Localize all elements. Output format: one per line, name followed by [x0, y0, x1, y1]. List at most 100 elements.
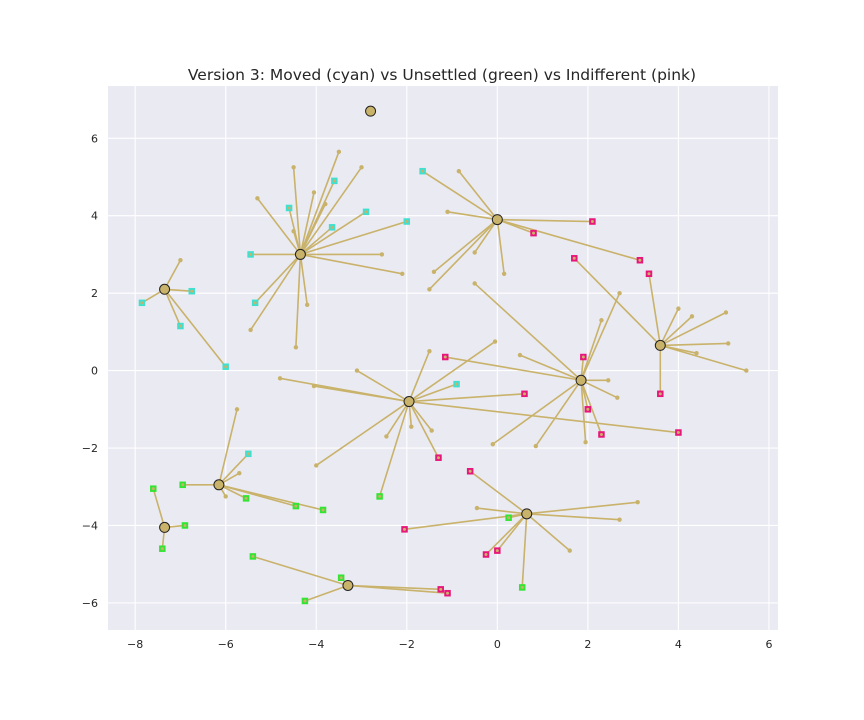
point-dot — [151, 487, 155, 491]
leaf-point — [676, 306, 681, 311]
point-dot — [572, 256, 576, 260]
leaf-point — [248, 327, 253, 333]
leaf-point — [384, 434, 389, 439]
leaf-point — [379, 252, 385, 257]
edge-line — [385, 401, 410, 437]
centers — [159, 105, 666, 591]
edge-line — [474, 282, 582, 381]
y-tick-label: −2 — [82, 442, 98, 455]
edge-line — [163, 259, 182, 290]
y-tick-label: −4 — [82, 519, 98, 532]
edge-line — [300, 220, 408, 256]
edge-line — [476, 507, 527, 515]
leaf-point — [223, 494, 228, 499]
leaf-point — [431, 269, 437, 275]
leaf-point — [291, 228, 296, 234]
leaf-point — [237, 470, 242, 476]
edge-line — [660, 344, 747, 372]
leaf-point — [490, 441, 495, 447]
edge-line — [300, 253, 403, 275]
point-dot — [495, 549, 499, 553]
edge-line — [659, 308, 680, 346]
leaf-point — [311, 190, 317, 195]
leaf-point — [723, 310, 729, 315]
leaf-point — [567, 548, 572, 553]
leaf-point — [429, 428, 434, 433]
edge-line — [469, 470, 528, 515]
cluster-center — [491, 214, 503, 226]
point-dot — [590, 220, 594, 224]
point-dot — [190, 289, 194, 293]
edge-line — [526, 501, 638, 515]
point-dot — [439, 587, 443, 591]
cluster-center — [365, 105, 377, 117]
edge-line — [497, 218, 593, 223]
point-dot — [638, 258, 642, 262]
point-dot — [532, 231, 536, 235]
point-dot — [332, 179, 336, 183]
edge-line — [526, 513, 620, 521]
edge-line — [428, 219, 498, 290]
y-tick-label: 4 — [91, 210, 98, 223]
leaf-point — [599, 318, 604, 323]
leaf-point — [354, 368, 360, 373]
edge-line — [299, 192, 315, 255]
leaf-point — [336, 149, 342, 155]
cluster-center — [403, 396, 415, 408]
point-dot — [294, 504, 298, 508]
edge-line — [378, 401, 410, 497]
point-dot — [330, 225, 334, 229]
edge-line — [218, 409, 238, 485]
edge-line — [408, 401, 433, 432]
leaf-point — [617, 290, 622, 296]
leaf-point — [472, 281, 477, 286]
edge-line — [422, 170, 498, 221]
x-axis-ticks: −8 −6 −4 −2 0 2 4 6 — [127, 638, 772, 651]
edge-line — [526, 513, 571, 552]
leaf-point — [234, 407, 240, 412]
point-dot — [181, 483, 185, 487]
y-tick-label: −6 — [82, 597, 98, 610]
point-dot — [586, 407, 590, 411]
cluster-center — [654, 339, 666, 351]
edge-line — [408, 401, 440, 459]
leaf-point — [293, 345, 299, 350]
edge-line — [535, 379, 582, 447]
edge-line — [299, 151, 340, 255]
leaf-point — [456, 168, 462, 174]
point-dot — [581, 355, 585, 359]
edge-line — [408, 340, 496, 403]
cluster-center — [159, 283, 171, 295]
y-axis-ticks: −6 −4 −2 0 2 4 6 — [82, 132, 98, 610]
point-dot — [287, 206, 291, 210]
gridlines — [108, 86, 778, 630]
leaf-point — [689, 314, 695, 319]
x-tick-label: −4 — [308, 638, 324, 651]
edge-line — [659, 311, 727, 347]
point-dot — [378, 494, 382, 498]
leaf-point — [617, 517, 622, 522]
edge-line — [299, 211, 367, 256]
leaf-point — [427, 287, 432, 292]
edge-line — [315, 400, 410, 467]
leaf-point — [694, 350, 699, 356]
edge-line — [218, 453, 249, 486]
y-tick-label: 6 — [91, 132, 98, 145]
leaf-point — [517, 352, 523, 358]
x-tick-label: 4 — [675, 638, 682, 651]
point-dot — [403, 527, 407, 531]
edge-line — [408, 383, 457, 403]
leaf-point — [178, 258, 183, 263]
leaf-point — [427, 349, 432, 354]
point-dot — [140, 301, 144, 305]
point-dot — [520, 585, 524, 589]
edge-line — [163, 288, 182, 327]
leaf-point — [472, 250, 477, 255]
edge-line — [474, 219, 498, 253]
edge-line — [299, 180, 336, 255]
edge-line — [152, 488, 166, 528]
edge-line — [304, 584, 349, 602]
point-dot — [339, 576, 343, 580]
cluster-center — [213, 479, 225, 491]
x-tick-label: −8 — [127, 638, 143, 651]
